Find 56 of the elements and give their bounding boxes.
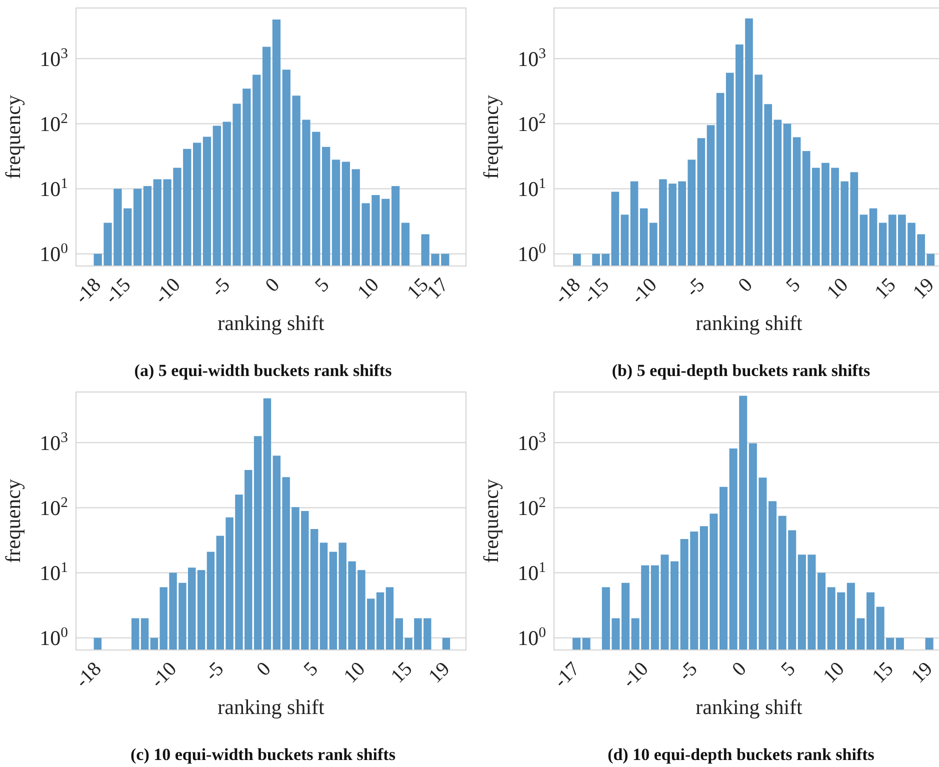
x-tick-label: 10 bbox=[819, 658, 849, 688]
y-tick-label: 10$^{2}$ bbox=[40, 111, 68, 136]
x-tick-label: 0 bbox=[734, 274, 757, 297]
x-tick-label: -5 bbox=[674, 658, 702, 686]
x-tick-label: 19 bbox=[908, 274, 938, 304]
x-tick-label: 15 bbox=[870, 274, 900, 304]
y-tick-label: 10$^{1}$ bbox=[518, 176, 546, 202]
y-tick-label: 10$^{1}$ bbox=[518, 560, 546, 586]
y-tick-label: 10$^{2}$ bbox=[518, 111, 546, 136]
x-tick-label: 10 bbox=[822, 274, 852, 304]
x-tick-label: 15 bbox=[868, 658, 898, 688]
x-tick-label: 5 bbox=[782, 274, 805, 297]
x-tick-label: 5 bbox=[310, 274, 334, 297]
text: (c) 10 equi-width buckets rank shifts bbox=[130, 745, 396, 764]
y-tick-label: 10$^{0}$ bbox=[40, 241, 68, 266]
y-tick-label: 10$^{3}$ bbox=[40, 430, 68, 455]
x-tick-label: -18 bbox=[71, 658, 106, 692]
y-tick-label: 10$^{0}$ bbox=[518, 625, 546, 650]
y-tick-label: 10$^{1}$ bbox=[40, 176, 68, 202]
x-tick-label: -10 bbox=[146, 658, 182, 692]
x-tick-label: 5 bbox=[777, 658, 800, 681]
text: (a) 5 equi-width buckets rank shifts bbox=[134, 361, 392, 380]
x-tick-label: 10 bbox=[354, 274, 384, 304]
x-axis-title: ranking shift bbox=[696, 311, 803, 335]
x-tick-label: 10 bbox=[340, 658, 370, 688]
x-tick-label: -5 bbox=[682, 274, 710, 302]
y-axis-title: frequency bbox=[1, 94, 25, 179]
y-axis-title: frequency bbox=[479, 478, 503, 563]
x-tick-label: -5 bbox=[200, 658, 228, 686]
x-tick-label: -10 bbox=[618, 658, 653, 692]
x-axis-title: ranking shift bbox=[218, 695, 325, 719]
x-tick-label: 15 bbox=[386, 658, 417, 688]
y-tick-label: 10$^{3}$ bbox=[518, 430, 546, 455]
x-tick-label: -10 bbox=[626, 274, 662, 308]
y-tick-label: 10$^{2}$ bbox=[40, 495, 68, 520]
y-tick-label: 10$^{3}$ bbox=[40, 46, 68, 71]
x-tick-label: 0 bbox=[728, 658, 751, 681]
y-axis-title: frequency bbox=[1, 478, 25, 563]
x-tick-label: 5 bbox=[300, 658, 322, 681]
y-tick-label: 10$^{1}$ bbox=[40, 560, 68, 586]
x-tick-label: 19 bbox=[424, 658, 454, 688]
x-tick-label: 0 bbox=[261, 274, 284, 297]
x-tick-label: 0 bbox=[252, 658, 276, 681]
x-axis-title: ranking shift bbox=[218, 311, 325, 335]
y-tick-label: 10$^{2}$ bbox=[518, 495, 546, 520]
x-tick-label: -10 bbox=[150, 274, 185, 308]
y-axis-title: frequency bbox=[479, 94, 503, 179]
y-tick-label: 10$^{0}$ bbox=[40, 625, 68, 650]
y-tick-label: 10$^{3}$ bbox=[518, 46, 546, 71]
x-axis-title: ranking shift bbox=[696, 695, 803, 719]
y-tick-label: 10$^{0}$ bbox=[518, 241, 546, 266]
text: (d) 10 equi-depth buckets rank shifts bbox=[608, 745, 875, 764]
x-tick-label: -5 bbox=[207, 274, 234, 302]
x-tick-label: -17 bbox=[550, 658, 584, 692]
x-tick-label: 19 bbox=[907, 658, 937, 688]
text: (b) 5 equi-depth buckets rank shifts bbox=[612, 361, 871, 380]
